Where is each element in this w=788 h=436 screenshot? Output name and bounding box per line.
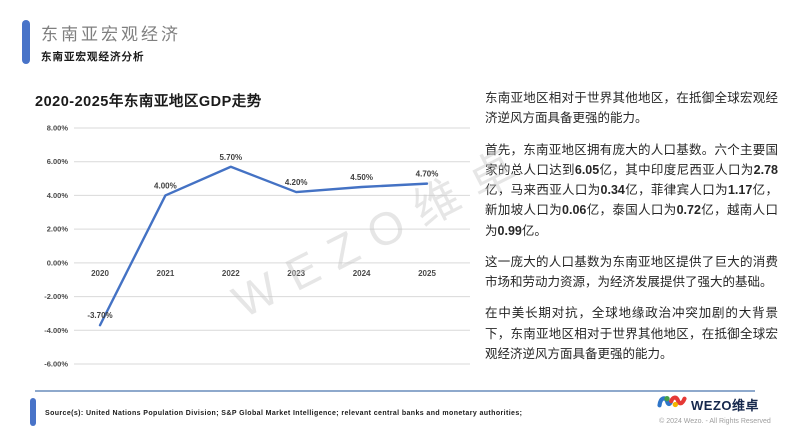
footer-divider — [35, 390, 755, 392]
svg-text:2023: 2023 — [287, 269, 305, 278]
page-subtitle: 东南亚宏观经济分析 — [41, 51, 145, 63]
insight-paragraph: 在中美长期对抗，全球地缘政治冲突加剧的大背景下，东南亚地区相对于世界其他地区，在… — [485, 306, 778, 361]
svg-text:-4.00%: -4.00% — [44, 326, 68, 335]
svg-text:8.00%: 8.00% — [47, 124, 69, 133]
svg-text:4.70%: 4.70% — [416, 170, 439, 179]
brand-logo: WEZO维卓 — [657, 393, 777, 416]
insight-paragraph: 这一庞大的人口基数为东南亚地区提供了巨大的消费市场和劳动力资源，为经济发展提供了… — [485, 254, 778, 289]
insight-panel: 东南亚地区相对于世界其他地区，在抵御全球宏观经济逆风方面具备更强的能力。 首先，… — [485, 88, 778, 375]
svg-text:2.00%: 2.00% — [47, 225, 69, 234]
svg-text:4.50%: 4.50% — [350, 173, 373, 182]
svg-text:-3.70%: -3.70% — [87, 311, 112, 320]
svg-text:4.00%: 4.00% — [154, 181, 177, 190]
gdp-line-chart: 8.00% 6.00% 4.00% 2.00% 0.00% -2.00% -4.00% -6.… — [44, 124, 470, 369]
svg-text:4.00%: 4.00% — [47, 191, 69, 200]
wezo-logo-icon — [657, 393, 687, 416]
svg-text:-2.00%: -2.00% — [44, 292, 68, 301]
svg-text:5.70%: 5.70% — [219, 153, 242, 162]
chart-title: 2020-2025年东南亚地区GDP走势 — [35, 94, 262, 110]
header-accent-bar — [22, 20, 30, 64]
source-note: Source(s): United Nations Population Div… — [45, 410, 523, 417]
insight-paragraph: 东南亚地区相对于世界其他地区，在抵御全球宏观经济逆风方面具备更强的能力。 — [485, 91, 778, 126]
svg-text:0.00%: 0.00% — [47, 258, 69, 267]
svg-text:2025: 2025 — [418, 269, 436, 278]
svg-text:2024: 2024 — [353, 269, 371, 278]
copyright-note: © 2024 Wezo. - All Rights Reserved — [659, 418, 771, 425]
svg-text:2022: 2022 — [222, 269, 240, 278]
logo-wordmark: WEZO维卓 — [691, 398, 759, 413]
svg-text:2021: 2021 — [157, 269, 175, 278]
page-title: 东南亚宏观经济 — [41, 25, 181, 44]
svg-text:4.20%: 4.20% — [285, 178, 308, 187]
svg-text:6.00%: 6.00% — [47, 157, 69, 166]
svg-text:2020: 2020 — [91, 269, 109, 278]
insight-paragraph: 首先，东南亚地区拥有庞大的人口基数。六个主要国家的总人口达到6.05亿，其中印度… — [485, 142, 778, 238]
footer-accent-bar — [30, 398, 36, 426]
svg-text:-6.00%: -6.00% — [44, 360, 68, 369]
chart-area: 8.00% 6.00% 4.00% 2.00% 0.00% -2.00% -4.00% -6.… — [30, 116, 475, 378]
